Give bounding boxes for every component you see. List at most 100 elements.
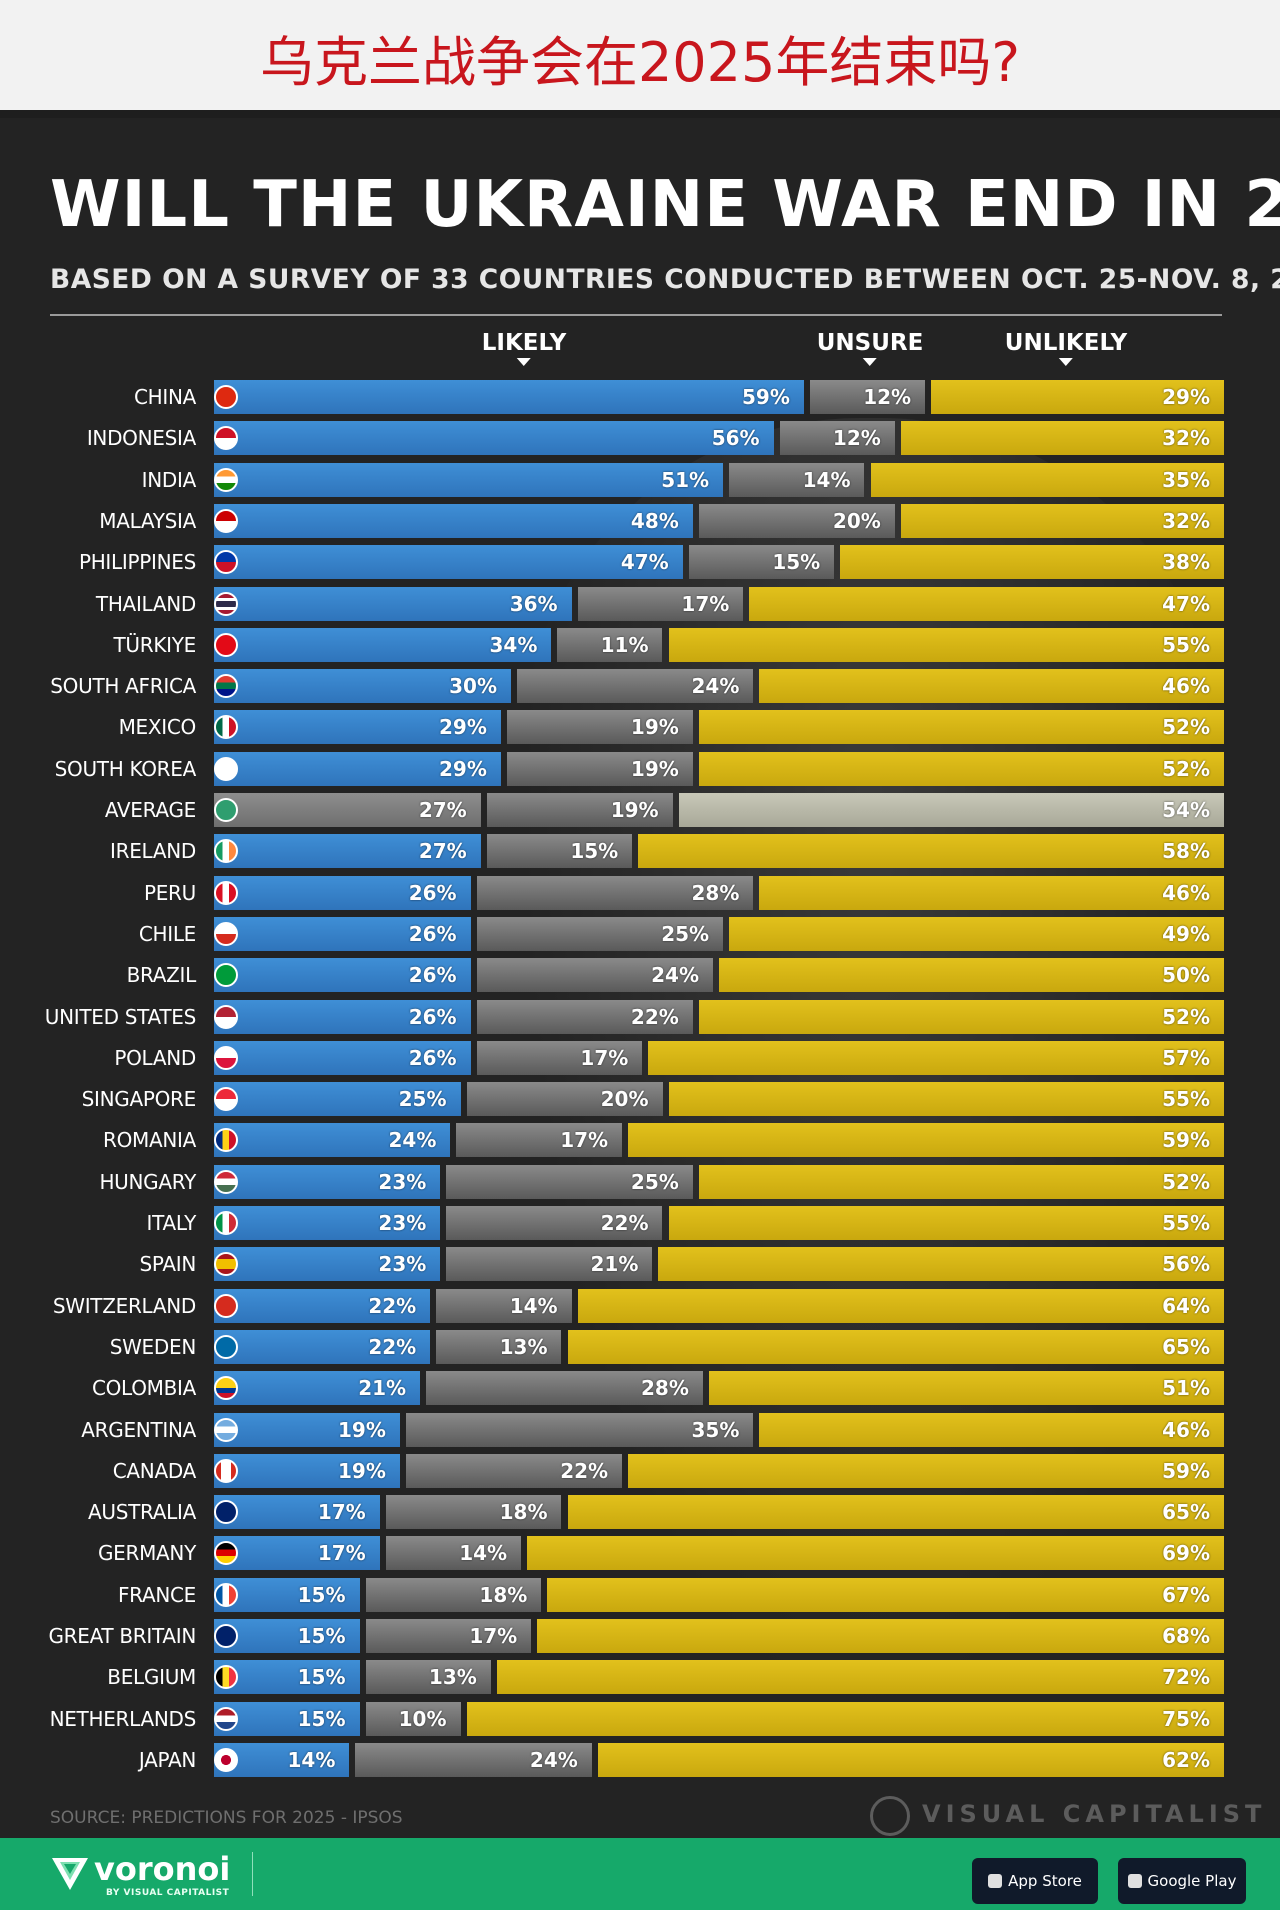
legend-unsure: UNSURE: [817, 330, 923, 366]
source-note: SOURCE: PREDICTIONS FOR 2025 - IPSOS: [50, 1808, 403, 1828]
country-label: ARGENTINA: [81, 1418, 196, 1442]
bar-segment-likely: [214, 380, 804, 414]
flag-icon: [214, 1252, 238, 1276]
bar-segment-unlikely: [759, 1413, 1224, 1447]
table-row: GREAT BRITAIN 15% 17% 68%: [0, 1619, 1280, 1653]
visual-capitalist-mark-icon: [870, 1796, 910, 1836]
data-label-unlikely: 49%: [1162, 922, 1210, 946]
country-label: THAILAND: [95, 592, 196, 616]
data-label-unsure: 22%: [600, 1211, 649, 1235]
bar-segment-likely: [214, 669, 511, 703]
country-label: SOUTH KOREA: [54, 757, 197, 781]
bar-segment-unlikely: [547, 1578, 1224, 1612]
country-label: SWITZERLAND: [52, 1294, 196, 1318]
bar-segment-unlikely: [900, 421, 1224, 455]
table-row: HUNGARY 23% 25% 52%: [0, 1165, 1280, 1199]
data-label-unlikely: 65%: [1162, 1500, 1210, 1524]
data-label-likely: 23%: [378, 1211, 427, 1235]
data-label-unlikely: 57%: [1162, 1046, 1210, 1070]
table-row: TÜRKIYE 34% 11% 55%: [0, 628, 1280, 662]
data-label-unlikely: 47%: [1162, 592, 1210, 616]
footer-bar: voronoi BY VISUAL CAPITALIST App Store G…: [0, 1838, 1280, 1910]
flag-icon: [214, 1211, 238, 1235]
bar-segment-unlikely: [668, 1206, 1224, 1240]
visual-capitalist-wordmark: VISUAL CAPITALIST: [922, 1800, 1267, 1828]
country-label: INDONESIA: [86, 426, 196, 450]
bar-segment-unlikely: [466, 1702, 1224, 1736]
data-label-unsure: 28%: [641, 1376, 689, 1400]
data-label-unlikely: 52%: [1162, 757, 1210, 781]
bar-segment-likely: [214, 1536, 380, 1570]
data-label-unlikely: 55%: [1162, 1087, 1210, 1111]
data-label-unlikely: 59%: [1162, 1128, 1210, 1152]
google-play-button[interactable]: Google Play: [1118, 1858, 1246, 1904]
bar-segment-likely: [214, 421, 774, 455]
bar-segment-likely: [214, 1578, 360, 1612]
data-label-unlikely: 51%: [1162, 1376, 1210, 1400]
voronoi-logo[interactable]: voronoi BY VISUAL CAPITALIST: [50, 1848, 270, 1900]
country-label: BRAZIL: [126, 963, 197, 987]
country-label: ITALY: [146, 1211, 197, 1235]
bar-segment-unlikely: [658, 1247, 1224, 1281]
app-store-button[interactable]: App Store: [972, 1858, 1098, 1904]
table-row: ARGENTINA 19% 35% 46%: [0, 1413, 1280, 1447]
data-label-likely: 34%: [489, 633, 538, 657]
data-label-likely: 26%: [408, 1046, 457, 1070]
table-row: SINGAPORE 25% 20% 55%: [0, 1082, 1280, 1116]
flag-icon: [214, 1376, 238, 1400]
table-row: AVERAGE 27% 19% 54%: [0, 793, 1280, 827]
country-label: MALAYSIA: [99, 509, 196, 533]
flag-icon: [214, 1418, 238, 1442]
data-label-likely: 15%: [297, 1583, 346, 1607]
bar-segment-unsure: [476, 1041, 643, 1075]
bar-segment-unsure: [476, 958, 713, 992]
data-label-likely: 27%: [418, 798, 467, 822]
country-label: SWEDEN: [109, 1335, 197, 1359]
bar-segment-unlikely: [597, 1743, 1224, 1777]
bar-segment-unlikely: [567, 1495, 1224, 1529]
bar-segment-unsure: [456, 1123, 623, 1157]
data-label-unlikely: 55%: [1162, 1211, 1210, 1235]
flag-icon: [214, 1748, 238, 1772]
bar-segment-likely: [214, 834, 481, 868]
data-label-likely: 23%: [378, 1252, 427, 1276]
data-label-likely: 26%: [408, 922, 457, 946]
data-label-unsure: 10%: [398, 1707, 447, 1731]
bar-segment-unlikely: [749, 587, 1224, 621]
table-row: GERMANY 17% 14% 69%: [0, 1536, 1280, 1570]
data-label-unsure: 14%: [459, 1541, 508, 1565]
data-label-likely: 15%: [297, 1624, 346, 1648]
data-label-unsure: 24%: [529, 1748, 578, 1772]
data-label-likely: 36%: [509, 592, 558, 616]
bar-segment-unlikely: [698, 752, 1224, 786]
data-label-unsure: 15%: [570, 839, 619, 863]
bar-segment-unlikely: [840, 545, 1224, 579]
bar-segment-unlikely: [931, 380, 1224, 414]
bar-segment-unlikely: [668, 1082, 1224, 1116]
country-label: MEXICO: [118, 715, 197, 739]
bar-segment-unlikely: [668, 628, 1224, 662]
data-label-likely: 26%: [408, 881, 457, 905]
bar-segment-likely: [214, 1000, 471, 1034]
data-label-unsure: 19%: [630, 757, 679, 781]
bar-segment-unsure: [365, 1578, 542, 1612]
bar-segment-unsure: [466, 1082, 663, 1116]
bar-segment-likely: [214, 587, 572, 621]
header-title: 乌克兰战争会在2025年结束吗?: [259, 31, 1021, 94]
flag-icon: [214, 1707, 238, 1731]
bar-segment-unsure: [446, 1247, 653, 1281]
country-label: HUNGARY: [99, 1170, 196, 1194]
bar-segment-unlikely: [698, 710, 1224, 744]
table-row: FRANCE 15% 18% 67%: [0, 1578, 1280, 1612]
country-label: CHILE: [138, 922, 196, 946]
data-label-unlikely: 50%: [1162, 963, 1210, 987]
data-label-unlikely: 52%: [1162, 1170, 1210, 1194]
data-label-unlikely: 65%: [1162, 1335, 1210, 1359]
data-label-unsure: 18%: [479, 1583, 528, 1607]
voronoi-mark-icon: [52, 1858, 88, 1890]
flag-icon: [214, 426, 238, 450]
bar-segment-likely: [214, 1330, 431, 1364]
table-row: INDONESIA 56% 12% 32%: [0, 421, 1280, 455]
flag-icon: [214, 1541, 238, 1565]
data-label-unsure: 11%: [600, 633, 649, 657]
